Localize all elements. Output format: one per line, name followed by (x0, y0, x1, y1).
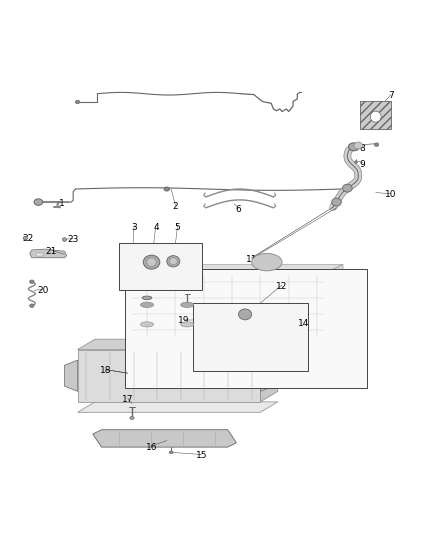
Ellipse shape (142, 296, 152, 300)
Ellipse shape (167, 256, 180, 267)
Text: 23: 23 (67, 235, 79, 244)
Polygon shape (260, 360, 273, 391)
Polygon shape (130, 273, 325, 338)
Ellipse shape (34, 199, 43, 205)
Text: 14: 14 (298, 319, 310, 328)
Bar (360, 101, 391, 130)
Polygon shape (93, 430, 237, 447)
Ellipse shape (75, 100, 80, 104)
Text: 19: 19 (178, 317, 190, 326)
Ellipse shape (141, 322, 154, 327)
Text: 2: 2 (173, 202, 178, 211)
Ellipse shape (169, 451, 173, 454)
Ellipse shape (374, 143, 379, 147)
Ellipse shape (23, 237, 27, 240)
Polygon shape (78, 339, 278, 350)
Text: 11: 11 (246, 255, 258, 264)
Text: 18: 18 (100, 367, 112, 375)
Polygon shape (260, 339, 278, 402)
Ellipse shape (141, 302, 154, 308)
Polygon shape (78, 350, 260, 402)
Ellipse shape (30, 304, 34, 308)
Text: 15: 15 (196, 451, 207, 461)
Ellipse shape (370, 111, 381, 122)
Ellipse shape (181, 322, 194, 327)
Text: 8: 8 (360, 144, 365, 154)
Text: 4: 4 (153, 223, 159, 232)
Ellipse shape (164, 187, 170, 191)
Polygon shape (64, 360, 78, 391)
Ellipse shape (181, 302, 194, 308)
Ellipse shape (349, 143, 359, 151)
Text: 1: 1 (60, 199, 65, 208)
Ellipse shape (343, 184, 352, 192)
Ellipse shape (147, 258, 156, 266)
Ellipse shape (354, 142, 363, 149)
Ellipse shape (130, 416, 134, 419)
Text: 5: 5 (175, 223, 180, 232)
Polygon shape (141, 305, 154, 325)
Text: 17: 17 (122, 395, 133, 403)
Ellipse shape (170, 258, 177, 265)
Text: 21: 21 (46, 247, 57, 256)
Polygon shape (181, 305, 194, 325)
Ellipse shape (239, 309, 252, 320)
Bar (193, 303, 308, 371)
Text: 22: 22 (22, 233, 33, 243)
Bar (125, 269, 367, 389)
Ellipse shape (332, 198, 341, 206)
Text: 20: 20 (37, 286, 49, 295)
Ellipse shape (252, 254, 282, 271)
Polygon shape (30, 249, 67, 258)
Ellipse shape (143, 255, 160, 269)
Text: 7: 7 (388, 91, 394, 100)
Text: 6: 6 (236, 205, 241, 214)
Text: 10: 10 (385, 190, 397, 199)
Ellipse shape (63, 238, 67, 241)
Text: 9: 9 (360, 160, 365, 169)
Text: 16: 16 (146, 442, 157, 451)
Polygon shape (325, 264, 343, 338)
Text: 12: 12 (276, 281, 288, 290)
Polygon shape (78, 402, 278, 413)
Ellipse shape (355, 161, 357, 163)
Polygon shape (130, 264, 343, 273)
Bar (119, 243, 201, 290)
Ellipse shape (30, 280, 34, 284)
Text: 3: 3 (131, 223, 137, 232)
Polygon shape (36, 253, 43, 256)
